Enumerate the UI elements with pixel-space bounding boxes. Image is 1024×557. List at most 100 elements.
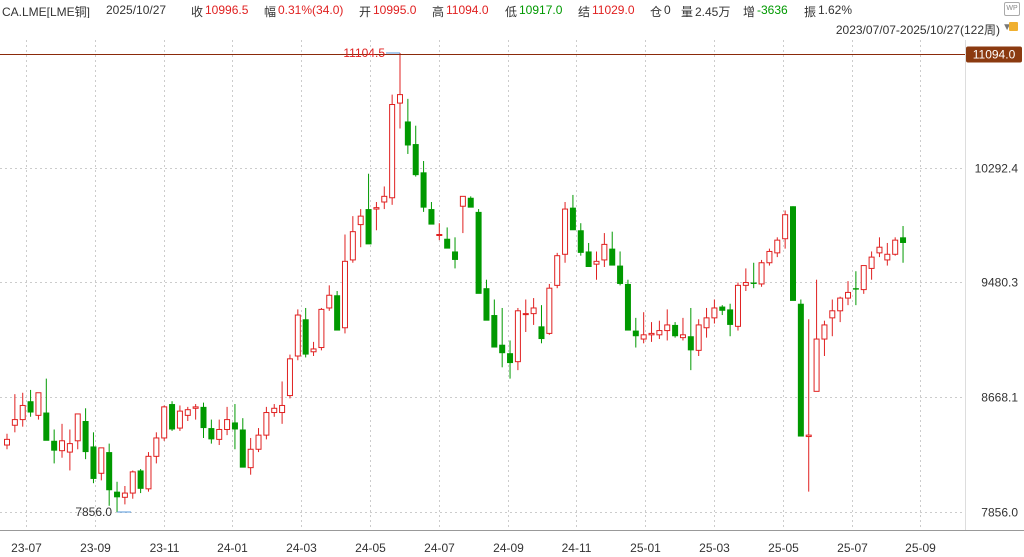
candle-body — [43, 412, 50, 441]
candle — [169, 401, 176, 431]
candle-body — [475, 211, 482, 294]
candle-body — [169, 404, 176, 430]
x-tick-label: 23-07 — [11, 541, 42, 555]
candle — [231, 404, 238, 450]
candle — [121, 486, 128, 505]
candle — [184, 406, 191, 422]
candle — [357, 209, 364, 248]
candle — [562, 201, 569, 263]
candle — [208, 419, 215, 444]
amplitude-value: 1.62% — [818, 3, 853, 17]
lock-icon[interactable] — [1009, 22, 1018, 31]
candle-body — [349, 231, 356, 261]
candle — [459, 195, 466, 234]
candle — [585, 242, 592, 267]
high-annotation: 11104.5 — [343, 46, 385, 60]
open-value: 10995.0 — [373, 3, 417, 17]
y-tick-label: 7856.0 — [981, 506, 1018, 520]
candle-body — [318, 308, 325, 349]
candle-body — [271, 407, 278, 414]
candle — [271, 404, 278, 417]
candle-body — [546, 287, 553, 334]
date-label: 2025/10/27 — [106, 3, 167, 17]
candle-body — [341, 260, 348, 329]
candle-body — [640, 334, 647, 340]
high-label: 高 — [432, 5, 445, 18]
candle — [876, 237, 883, 258]
candle-body — [412, 144, 419, 176]
candle-body — [664, 324, 671, 332]
candle-body — [868, 256, 875, 269]
candle — [90, 432, 97, 484]
candle-body — [624, 283, 631, 331]
candle — [310, 341, 317, 357]
candle-body — [137, 470, 144, 489]
triangle-down-icon[interactable]: ▼ — [1002, 22, 1012, 33]
candle — [412, 125, 419, 177]
candle-body — [161, 406, 168, 439]
candle-body — [609, 248, 616, 266]
candle-body — [452, 251, 459, 260]
candle — [114, 481, 121, 512]
x-tick-label: 24-09 — [493, 541, 524, 555]
date-range-label[interactable]: 2023/07/07-2025/10/27(122周) — [835, 23, 1000, 37]
candle — [341, 234, 348, 334]
candle — [790, 206, 796, 301]
low-label: 低 — [505, 5, 518, 18]
candle-body — [90, 446, 97, 479]
candle-body — [672, 324, 679, 337]
candle — [868, 251, 875, 280]
candle-body — [459, 195, 466, 207]
candle — [727, 303, 734, 337]
candle — [711, 299, 718, 324]
candle — [192, 404, 199, 420]
candle-body — [263, 412, 270, 436]
candle-body — [467, 197, 474, 208]
candle-body — [703, 317, 710, 329]
candle-body — [153, 437, 160, 457]
x-tick-label: 24-03 — [286, 541, 317, 555]
candle — [373, 201, 380, 231]
candle-body — [404, 121, 411, 146]
candle-body — [326, 294, 333, 309]
candle — [66, 429, 73, 471]
candle-body — [373, 207, 380, 210]
candle-body — [632, 330, 639, 337]
candle — [318, 307, 325, 351]
candle-body — [837, 297, 844, 312]
candle-body — [483, 288, 490, 321]
candle-body — [357, 215, 364, 226]
candle — [805, 319, 812, 492]
candle — [19, 392, 26, 427]
candle-body — [66, 443, 73, 453]
candle-body — [695, 324, 702, 351]
x-tick-label: 24-01 — [217, 541, 248, 555]
candle-body — [577, 230, 584, 253]
candle — [483, 279, 490, 321]
candle — [530, 298, 537, 325]
open-label: 开 — [359, 5, 372, 18]
quote-header: CA.LME[LME铜] 2025/10/27 收 10996.5 幅 0.31… — [0, 0, 1024, 18]
candle-body — [742, 282, 749, 286]
candle — [27, 389, 34, 417]
candle-body — [829, 310, 836, 319]
candle — [782, 210, 789, 249]
candle — [4, 433, 10, 450]
change-value: 0.31%(34.0) — [278, 3, 344, 17]
candle — [554, 252, 561, 289]
candle-body — [900, 237, 907, 243]
candle-body — [176, 410, 183, 429]
candle — [263, 406, 270, 440]
candle-body — [294, 314, 301, 357]
candle — [695, 319, 702, 357]
candle — [860, 265, 867, 294]
candle-body — [766, 250, 773, 264]
candle-body — [59, 440, 66, 452]
position-label: 仓 — [650, 5, 663, 18]
symbol-label[interactable]: CA.LME[LME铜] — [2, 5, 91, 18]
y-tick-label: 8668.1 — [981, 391, 1018, 405]
candle — [397, 53, 403, 129]
candle-body — [208, 428, 215, 440]
candle — [656, 320, 663, 340]
